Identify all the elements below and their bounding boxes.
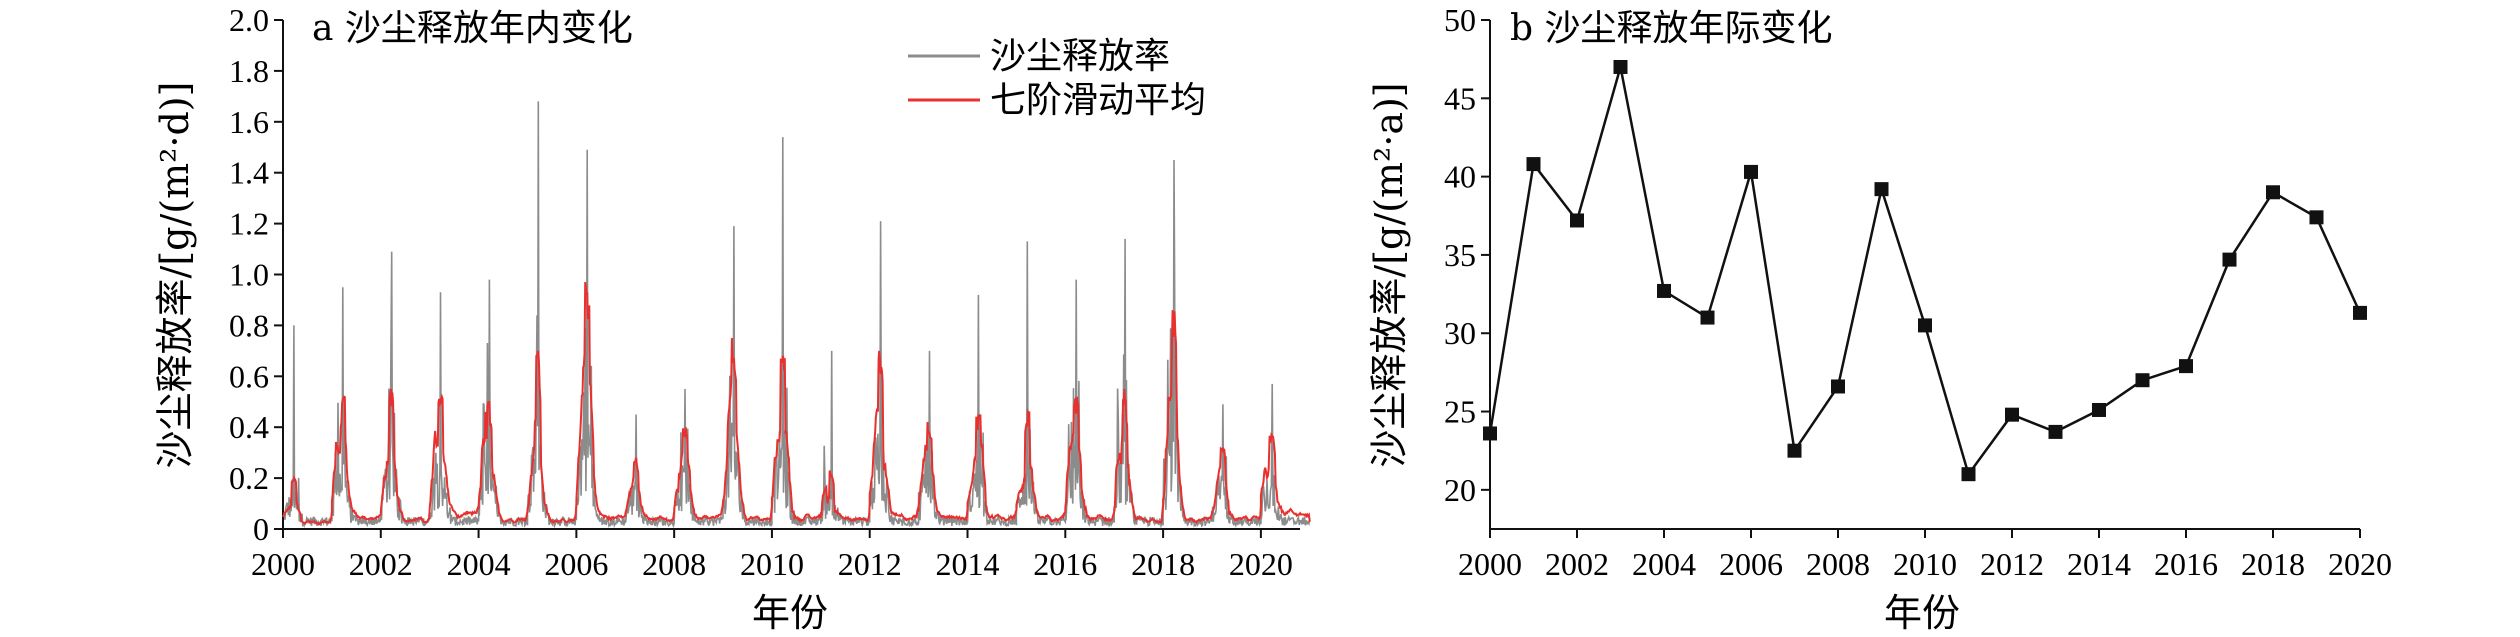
data-point-2014 (2092, 402, 2106, 417)
data-point-2020 (2353, 305, 2367, 320)
data-point-2011 (1961, 467, 1976, 482)
y-tick-label: 1.2 (229, 206, 269, 242)
x-tick-label: 2004 (447, 546, 511, 582)
x-tick-label: 2016 (1033, 546, 1097, 582)
data-point-2009 (1874, 182, 1889, 197)
panel-a-y-axis-title: 沙尘释放率/[g/(m²·d)] (153, 82, 197, 469)
x-tick-label: 2012 (838, 546, 902, 582)
x-tick-label: 2012 (1980, 546, 2044, 582)
data-point-2008 (1831, 379, 1845, 394)
panel-a-legend: 沙尘释放率 七阶滑动平均 (908, 36, 1206, 121)
y-tick-label: 0.6 (229, 358, 269, 394)
x-tick-label: 2002 (1545, 546, 1609, 582)
y-tick-label: 30 (1444, 315, 1476, 351)
x-tick-label: 2018 (1131, 546, 1195, 582)
data-point-2007 (1787, 443, 1802, 458)
panel-b-chart: b 沙尘释放年际变化 年份 沙尘释放率/[g/(m²·a)] 2000 2002 2… (1367, 2, 2392, 635)
y-tick-label: 2.0 (229, 2, 269, 38)
y-tick-label: 0.4 (229, 409, 269, 445)
series-smoothed-line (282, 281, 1311, 526)
x-tick-label: 2020 (2328, 546, 2392, 582)
annual-emission-line (1488, 66, 2362, 477)
x-tick-label: 2000 (251, 546, 315, 582)
x-tick-label: 2014 (2067, 546, 2131, 582)
x-tick-label: 2020 (1229, 546, 1293, 582)
y-tick-label: 1.4 (229, 155, 269, 191)
y-tick-label: 1.0 (229, 257, 269, 293)
y-tick-label: 20 (1444, 472, 1476, 508)
data-point-2019 (2309, 210, 2324, 225)
y-tick-label: 50 (1444, 2, 1476, 38)
data-point-2002 (1570, 213, 1584, 228)
y-tick-label: 0 (253, 511, 269, 547)
panel-a-chart: a 沙尘释放年内变化 沙尘释放率 七阶滑动平均 年份 沙尘释放率/[g/(m²·… (153, 2, 1311, 635)
panel-b-y-axis-title: 沙尘释放率/[g/(m²·a)] (1367, 82, 1411, 467)
data-point-2004 (1657, 283, 1671, 298)
x-tick-label: 2008 (1806, 546, 1870, 582)
x-tick-label: 2004 (1632, 546, 1696, 582)
data-point-2018 (2266, 185, 2280, 200)
y-tick-label: 1.6 (229, 104, 269, 140)
data-point-2012 (2005, 407, 2019, 422)
x-tick-label: 2000 (1458, 546, 1522, 582)
panel-a-x-axis-title: 年份 (752, 591, 828, 635)
data-point-2005 (1700, 310, 1715, 325)
x-tick-label: 2014 (936, 546, 1000, 582)
y-tick-label: 45 (1444, 80, 1476, 116)
x-tick-label: 2006 (544, 546, 608, 582)
data-point-2000 (1483, 426, 1497, 441)
data-point-2016 (2179, 359, 2193, 374)
x-tick-label: 2006 (1719, 546, 1783, 582)
panel-b-x-axis-title: 年份 (1884, 591, 1960, 635)
data-point-2001 (1526, 157, 1541, 172)
legend-label-raw: 沙尘释放率 (990, 36, 1170, 77)
data-point-2010 (1918, 318, 1932, 333)
x-tick-label: 2008 (642, 546, 706, 582)
x-tick-label: 2002 (349, 546, 413, 582)
data-point-2006 (1744, 164, 1758, 179)
data-point-2015 (2135, 373, 2150, 388)
y-tick-label: 1.8 (229, 53, 269, 89)
y-tick-label: 35 (1444, 237, 1476, 273)
x-tick-label: 2010 (740, 546, 804, 582)
y-tick-label: 25 (1444, 394, 1476, 430)
y-tick-label: 0.2 (229, 460, 269, 496)
y-tick-label: 0.8 (229, 307, 269, 343)
legend-label-smooth: 七阶滑动平均 (990, 80, 1206, 121)
data-point-2003 (1613, 59, 1628, 74)
panel-b-title: b 沙尘释放年际变化 (1510, 8, 1833, 49)
x-tick-label: 2018 (2241, 546, 2305, 582)
x-tick-label: 2016 (2154, 546, 2218, 582)
y-tick-label: 40 (1444, 159, 1476, 195)
panel-a-title: a 沙尘释放年内变化 (312, 8, 633, 49)
x-tick-label: 2010 (1893, 546, 1957, 582)
data-point-2013 (2048, 424, 2063, 439)
data-point-2017 (2222, 252, 2237, 267)
series-raw-emission-line (282, 101, 1311, 529)
